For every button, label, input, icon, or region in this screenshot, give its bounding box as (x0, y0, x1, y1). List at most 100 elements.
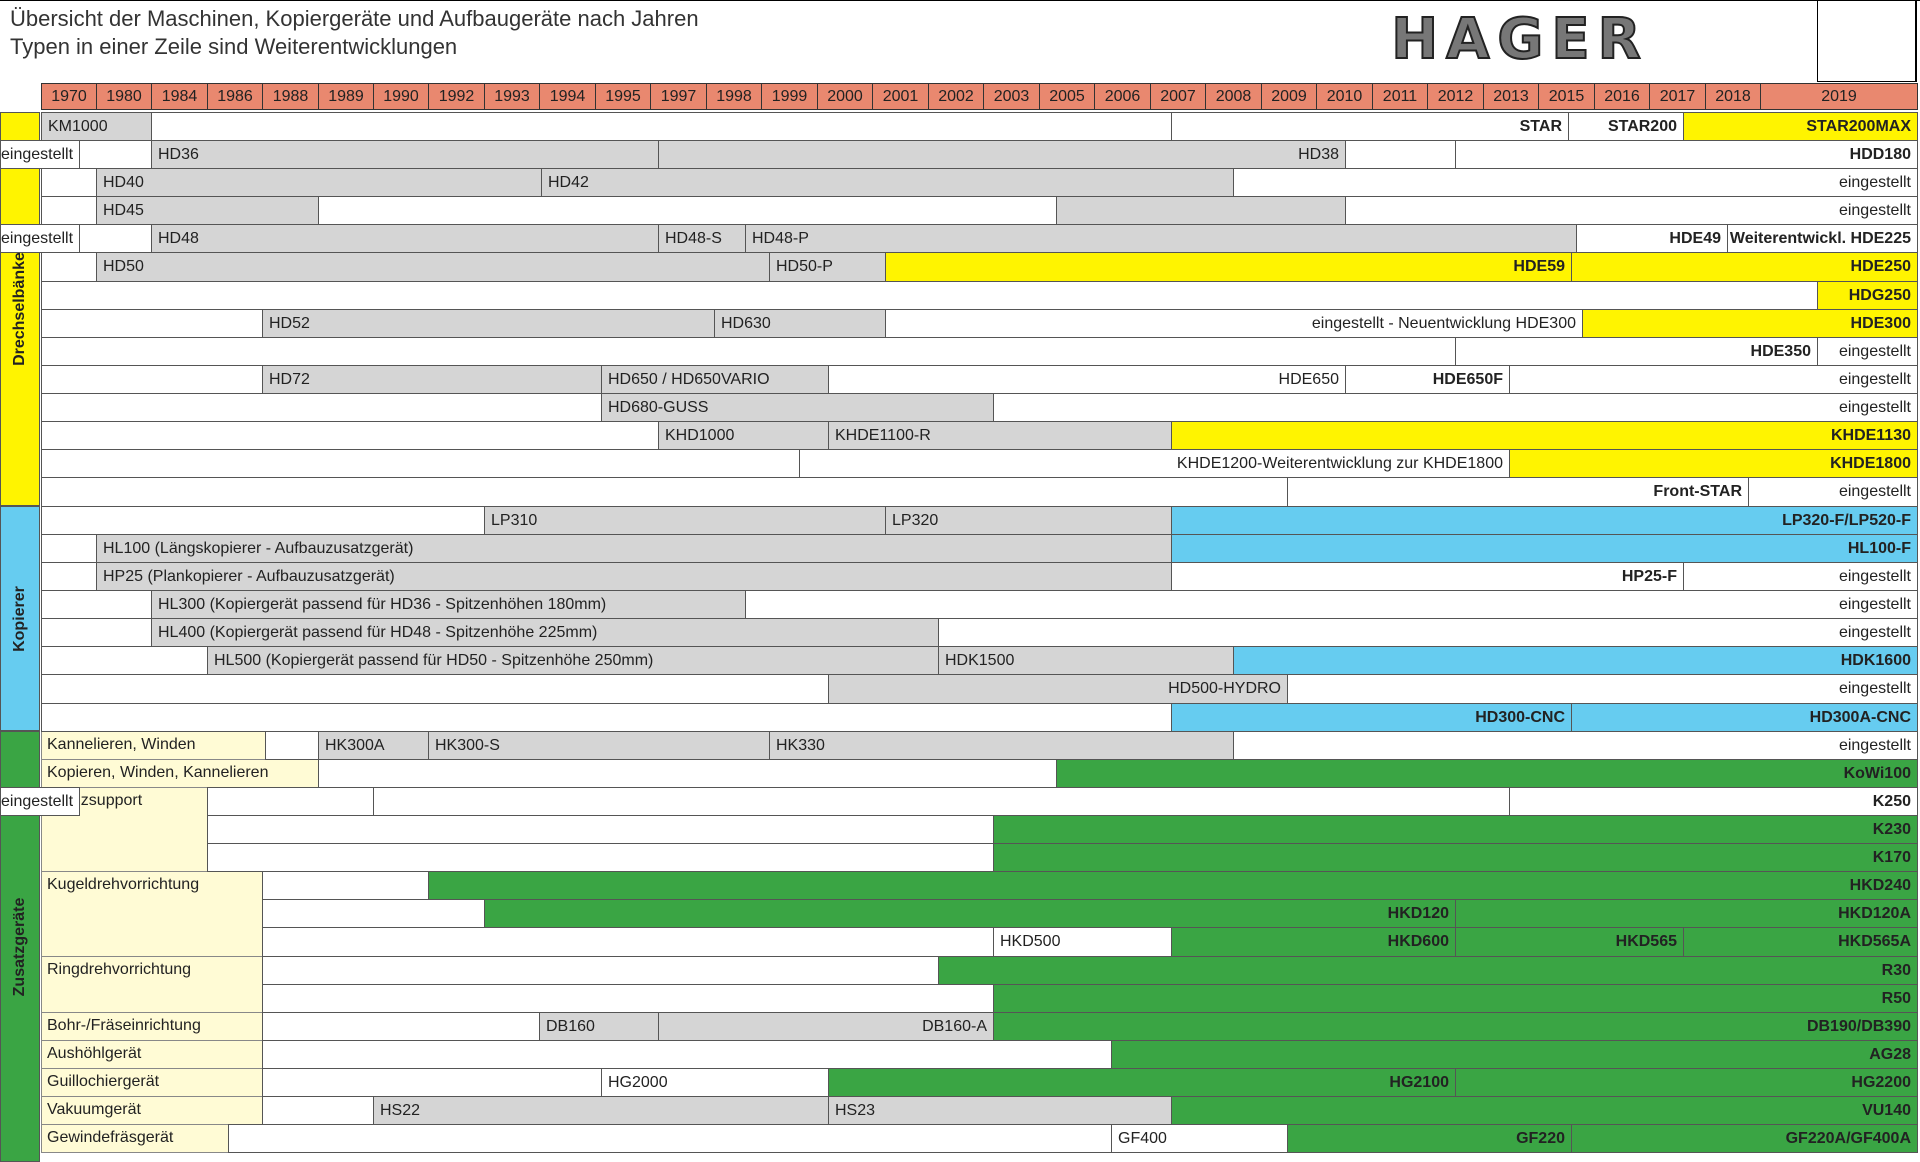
model-hd48-s: HD48-S (658, 224, 746, 253)
model-hl100-langskopierer-aufbauzusatzgerat: HL100 (Längskopierer - Aufbauzusatzgerät… (96, 534, 1172, 563)
model-db190-db390: DB190/DB390 (993, 1012, 1918, 1041)
timeline-cell (41, 449, 800, 478)
model-hkd565a: HKD565A (1683, 927, 1918, 957)
timeline-cell (262, 927, 994, 957)
model-weiterentwickl-hde225: Weiterentwickl. HDE225 (1727, 224, 1918, 253)
model-ag28: AG28 (1111, 1040, 1918, 1069)
year-header-1994: 1994 (539, 83, 596, 110)
model-hkd120: HKD120 (484, 899, 1456, 928)
model-lp320-f-lp520-f: LP320-F/LP520-F (1171, 506, 1918, 535)
model-hd50: HD50 (96, 252, 770, 282)
year-header-1993: 1993 (484, 83, 540, 110)
timeline-cell (41, 252, 97, 282)
year-header-1990: 1990 (373, 83, 429, 110)
model-star: STAR (1171, 112, 1569, 141)
model-eingestellt: eingestellt (1233, 168, 1918, 197)
category-drechselbanke: Drechselbänke (0, 112, 40, 506)
model-hdk1500: HDK1500 (938, 646, 1234, 675)
model-eingestellt: eingestellt (1345, 196, 1918, 225)
category-label: Zusatzgeräte (11, 897, 28, 996)
model-hkd120a: HKD120A (1455, 899, 1918, 928)
timeline-cell (1345, 140, 1456, 169)
timeline-cell (41, 590, 152, 619)
timeline-cell (41, 337, 1456, 366)
year-header-2018: 2018 (1705, 83, 1761, 110)
year-header-2002: 2002 (928, 83, 984, 110)
model-lp310: LP310 (484, 506, 886, 535)
year-header-2009: 2009 (1261, 83, 1317, 110)
timeline-cell (262, 1040, 1112, 1069)
model-hg2200: HG2200 (1455, 1068, 1918, 1097)
model-hp25-f: HP25-F (1171, 562, 1684, 591)
model-km1000: KM1000 (41, 112, 152, 141)
model-hk300-s: HK300-S (428, 731, 770, 760)
timeline-cell (151, 112, 1172, 141)
timeline-cell (41, 674, 829, 704)
model-hd52: HD52 (262, 309, 715, 338)
model-gf220: GF220 (1287, 1124, 1572, 1153)
model-hde650f: HDE650F (1345, 365, 1510, 394)
model-hk300a: HK300A (318, 731, 429, 760)
year-header-2016: 2016 (1594, 83, 1650, 110)
model-hd42: HD42 (541, 168, 1234, 197)
timeline-cell (1056, 196, 1346, 225)
chart-title: Übersicht der Maschinen, Kopiergeräte un… (10, 6, 699, 31)
hager-logo-text: HAGER (1390, 7, 1649, 72)
year-header-1988: 1988 (262, 83, 319, 110)
category-label: Kopierer (11, 585, 28, 652)
timeline-cell (41, 309, 263, 338)
model-k250: K250 (1509, 787, 1918, 816)
model-eingestellt: eingestellt (1287, 674, 1918, 704)
year-header-2001: 2001 (872, 83, 929, 110)
model-khde1100-r: KHDE1100-R (828, 421, 1172, 450)
model-hd50-p: HD50-P (769, 252, 886, 282)
model-hkd240: HKD240 (428, 871, 1918, 900)
model-hs23: HS23 (828, 1096, 1172, 1125)
model-eingestellt: eingestellt (745, 590, 1918, 619)
timeline-cell (262, 1068, 602, 1097)
timeline-cell (41, 421, 659, 450)
model-eingestellt: eingestellt (938, 618, 1918, 647)
model-eingestellt: eingestellt (993, 393, 1918, 422)
model-db160-a: DB160-A (658, 1012, 994, 1041)
model-hdg250: HDG250 (1817, 281, 1918, 310)
timeline-cell (41, 196, 97, 225)
model-kowi100: KoWi100 (1056, 759, 1918, 788)
year-header-1999: 1999 (761, 83, 818, 110)
model-hd48: HD48 (151, 224, 659, 253)
model-hde59: HDE59 (885, 252, 1572, 282)
year-header-2015: 2015 (1538, 83, 1595, 110)
timeline-cell (318, 759, 1057, 788)
model-k230: K230 (993, 815, 1918, 844)
timeline-cell (262, 956, 939, 985)
model-hd650-hd650vario: HD650 / HD650VARIO (601, 365, 829, 394)
year-header-2010: 2010 (1316, 83, 1373, 110)
year-header-2007: 2007 (1150, 83, 1206, 110)
model-hl100-f: HL100-F (1171, 534, 1918, 563)
timeline-cell (41, 562, 97, 591)
category-kopierer: Kopierer (0, 506, 40, 731)
timeline-cell (41, 281, 1818, 310)
model-hdd180: HDD180 (1455, 140, 1918, 169)
model-hkd565: HKD565 (1455, 927, 1684, 957)
timeline-cell (207, 787, 374, 816)
model-hg2000: HG2000 (601, 1068, 829, 1097)
model-vu140: VU140 (1171, 1096, 1918, 1125)
model-hd38: HD38 (658, 140, 1346, 169)
subcategory-guillochiergerat: Guillochiergerät (41, 1068, 263, 1097)
subcategory-kannelieren-winden: Kannelieren, Winden (41, 731, 266, 760)
year-header-1995: 1995 (595, 83, 651, 110)
model-hd72: HD72 (262, 365, 602, 394)
year-header-2003: 2003 (983, 83, 1040, 110)
model-r50: R50 (993, 984, 1918, 1013)
model-eingestellt: eingestellt (0, 787, 81, 816)
subcategory-ringdrehvorrichtung: Ringdrehvorrichtung (41, 956, 263, 1013)
model-r30: R30 (938, 956, 1918, 985)
model-hde250: HDE250 (1571, 252, 1918, 282)
model-hde49: HDE49 (1576, 224, 1728, 253)
model-hk330: HK330 (769, 731, 1234, 760)
model-eingestellt: eingestellt (1509, 365, 1918, 394)
model-eingestellt: eingestellt (1683, 562, 1918, 591)
timeline-cell (41, 618, 152, 647)
subcategory-bohr-fraseinrichtung: Bohr-/Fräseinrichtung (41, 1012, 263, 1041)
